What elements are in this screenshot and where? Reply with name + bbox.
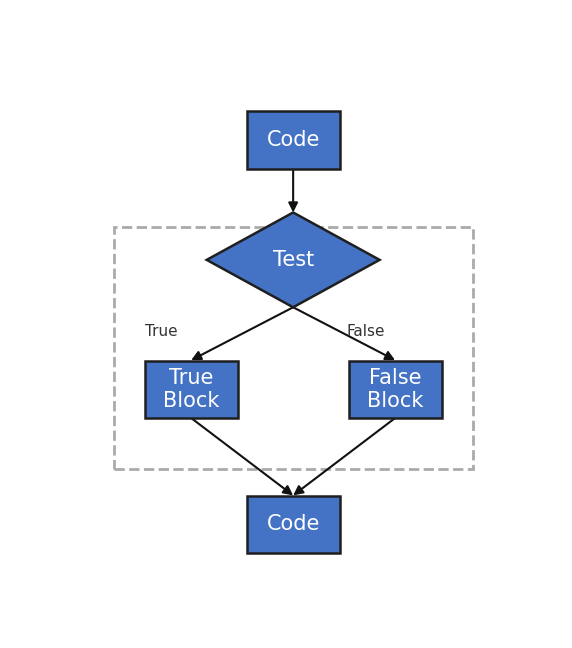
Text: True
Block: True Block [163, 368, 220, 411]
Text: Code: Code [267, 515, 320, 535]
FancyBboxPatch shape [247, 496, 340, 553]
FancyBboxPatch shape [348, 361, 442, 419]
Text: Test: Test [272, 250, 314, 270]
FancyBboxPatch shape [247, 111, 340, 169]
Polygon shape [206, 213, 380, 307]
Text: Code: Code [267, 130, 320, 150]
FancyBboxPatch shape [145, 361, 238, 419]
Text: False
Block: False Block [367, 368, 423, 411]
Text: False: False [347, 324, 385, 339]
Text: True: True [145, 324, 177, 339]
